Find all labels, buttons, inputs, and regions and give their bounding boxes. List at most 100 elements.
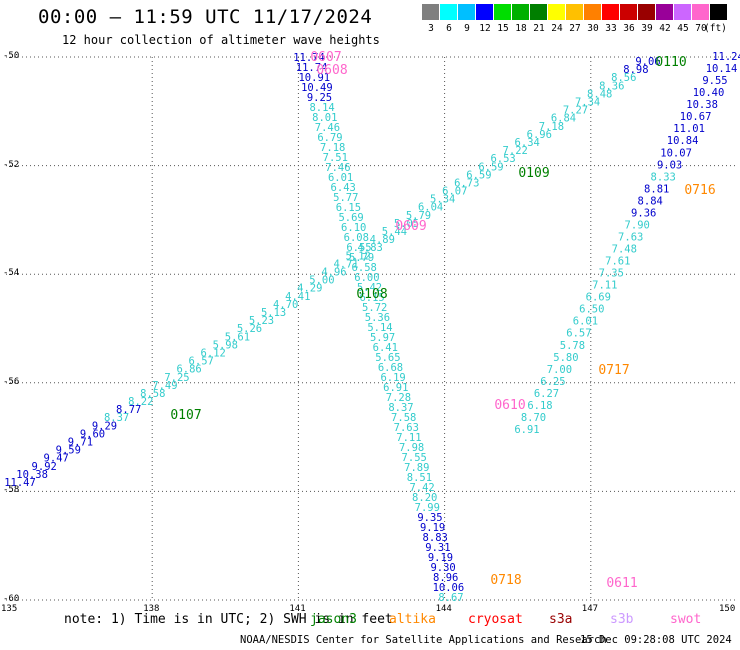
wave-height-value: 6.73 xyxy=(454,177,479,189)
scale-label: 45 xyxy=(677,23,689,34)
wave-height-value: 5.79 xyxy=(349,252,374,264)
wave-height-value: 7.49 xyxy=(152,380,177,392)
wave-height-value: 6.55 xyxy=(346,242,371,254)
wave-height-value: 6.96 xyxy=(527,129,552,141)
scale-swatch xyxy=(584,4,601,20)
wave-height-value: 4.29 xyxy=(297,283,322,295)
longitude-label: 147 xyxy=(581,604,599,614)
pass-time-label: 0610 xyxy=(494,398,525,413)
wave-height-value: 6.84 xyxy=(551,113,576,125)
wave-height-value: 10.07 xyxy=(660,147,692,159)
satellite-legend-item: s3b xyxy=(610,612,634,627)
wave-height-value: 5.98 xyxy=(213,339,238,351)
wave-height-value: 5.12 xyxy=(346,250,371,262)
wave-height-value: 5.80 xyxy=(553,352,578,364)
wave-height-value: 10.06 xyxy=(433,582,465,594)
scale-swatch xyxy=(620,4,637,20)
longitude-label: 144 xyxy=(435,604,452,614)
scale-swatch xyxy=(476,4,493,20)
wave-height-value: 9.36 xyxy=(631,207,656,219)
wave-height-value: 8.33 xyxy=(651,171,676,183)
wave-height-value: 7.61 xyxy=(605,256,630,268)
wave-height-value: 9.29 xyxy=(92,420,117,432)
pass-time-label: 0107 xyxy=(170,408,201,423)
wave-height-value: 8.96 xyxy=(433,572,458,584)
wave-height-value: 9.59 xyxy=(56,445,81,457)
wave-height-value: 7.18 xyxy=(539,121,564,133)
wave-height-value: 6.27 xyxy=(534,388,559,400)
wave-height-value: 8.22 xyxy=(128,396,153,408)
scale-label: 27 xyxy=(569,23,581,34)
scale-label: 39 xyxy=(641,23,653,34)
scale-swatch xyxy=(692,4,709,20)
scale-label: 6 xyxy=(446,23,452,34)
pass-time-label: 0110 xyxy=(655,55,686,70)
wave-height-value: 4.89 xyxy=(370,234,395,246)
wave-height-value: 10.14 xyxy=(706,63,738,75)
wave-height-value: 6.25 xyxy=(540,376,565,388)
map-title: 00:00 – 11:59 UTC 11/17/2024 xyxy=(38,6,373,28)
longitude-label: 135 xyxy=(1,604,18,614)
wave-height-value: 8.67 xyxy=(438,592,463,604)
latitude-label: -56 xyxy=(3,376,20,387)
scale-swatch xyxy=(638,4,655,20)
wave-height-value: 5.00 xyxy=(309,275,334,287)
scale-label: 9 xyxy=(464,23,470,34)
wave-height-value: 11.24 xyxy=(712,51,740,63)
wave-height-value: 7.42 xyxy=(409,482,434,494)
scale-swatch xyxy=(566,4,583,20)
wave-height-value: 10.38 xyxy=(686,99,718,111)
wave-height-value: 11.47 xyxy=(4,477,36,489)
wave-height-value: 8.37 xyxy=(104,412,129,424)
wave-height-value: 7.48 xyxy=(612,244,637,256)
wave-height-value: 5.97 xyxy=(370,332,395,344)
wave-height-value: 5.13 xyxy=(261,307,286,319)
scale-label: 12 xyxy=(479,23,491,34)
wave-height-value: 9.92 xyxy=(32,461,57,473)
wave-height-value: 6.08 xyxy=(344,232,369,244)
wave-height-value: 5.77 xyxy=(333,192,358,204)
wave-height-value: 10.84 xyxy=(667,135,699,147)
wave-height-value: 7.90 xyxy=(625,220,650,232)
wave-height-value: 10.40 xyxy=(693,87,725,99)
wave-height-value: 8.84 xyxy=(638,195,663,207)
wave-height-value: 6.12 xyxy=(201,348,226,360)
pass-time-label: 0716 xyxy=(684,183,715,198)
pass-time-label: 0608 xyxy=(316,63,347,78)
map-grid xyxy=(6,56,737,601)
wave-height-value: 4.70 xyxy=(273,299,298,311)
pass-time-label: 0108 xyxy=(356,287,387,302)
pass-time-label: 0607 xyxy=(310,50,341,65)
wave-height-value: 6.91 xyxy=(383,382,408,394)
wave-height-value: 6.10 xyxy=(341,222,366,234)
latitude-label: -50 xyxy=(3,51,20,61)
wave-height-value: 6.19 xyxy=(380,372,405,384)
wave-height-value: 4.83 xyxy=(358,242,383,254)
wave-height-value: 7.63 xyxy=(394,422,419,434)
satellite-legend-item: altika xyxy=(389,612,436,627)
wave-height-value: 7.46 xyxy=(315,122,340,134)
wave-height-value: 7.11 xyxy=(396,432,421,444)
wave-height-value: 7.11 xyxy=(592,280,617,292)
scale-swatch xyxy=(458,4,475,20)
wave-height-value: 5.23 xyxy=(249,315,274,327)
scale-label: 30 xyxy=(587,23,599,34)
wave-height-value: 5.42 xyxy=(357,282,382,294)
wave-height-value: 7.55 xyxy=(402,452,427,464)
wave-height-value: 9.47 xyxy=(44,453,69,465)
latitude-label: -60 xyxy=(3,594,20,604)
wave-height-value: 6.34 xyxy=(515,137,540,149)
wave-height-value: 8.58 xyxy=(140,388,165,400)
scale-swatch xyxy=(674,4,691,20)
scale-swatch xyxy=(512,4,529,20)
wave-height-value: 9.60 xyxy=(80,428,105,440)
wave-height-value: 5.26 xyxy=(237,323,262,335)
wave-height-value: 7.28 xyxy=(386,392,411,404)
footer-note: note: 1) Time is in UTC; 2) SWH is in fe… xyxy=(64,612,393,627)
wave-height-value: 4.71 xyxy=(333,258,358,270)
wave-height-value: 9.06 xyxy=(635,56,660,68)
scale-swatch xyxy=(440,4,457,20)
wave-height-value: 6.69 xyxy=(586,292,611,304)
